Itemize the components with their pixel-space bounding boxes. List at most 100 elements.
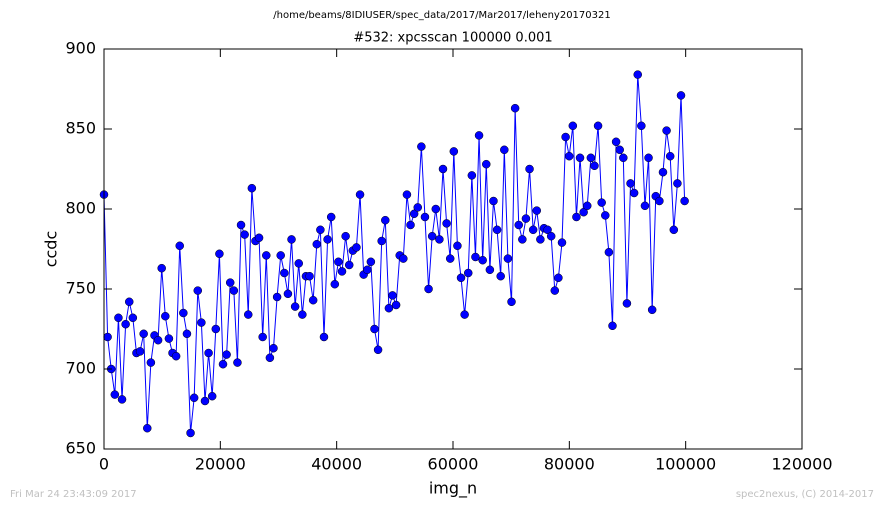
data-point [676,91,686,100]
y-tick-label: 850 [65,119,96,138]
data-point [622,299,632,308]
chart-title: #532: xpcsscan 100000 0.001 [353,31,552,46]
data-point [406,220,415,230]
data-point [543,225,552,235]
data-point [467,171,477,180]
data-point [103,332,112,342]
data-point [633,70,642,79]
data-point [572,212,581,222]
data-point [344,260,354,270]
x-tick-label: 100000 [655,455,716,474]
data-point [409,209,419,219]
data-point [110,390,120,399]
data-point [276,251,285,260]
data-point [449,147,459,156]
data-point [370,324,379,334]
data-point [269,343,278,353]
footer-left: Fri Mar 24 23:43:09 2017 [10,489,137,500]
data-point [536,235,545,244]
data-point [658,167,668,177]
data-point [474,131,484,140]
data-point [601,211,610,220]
data-point [640,201,650,211]
data-point [507,297,516,307]
footer-right: spec2nexus, (C) 2014-2017 [736,489,874,500]
data-point [445,254,455,263]
data-point [114,313,123,323]
data-point [453,241,462,251]
data-point [337,267,347,276]
data-point [575,153,585,163]
data-point [128,313,138,323]
data-point [431,204,441,214]
data-point [391,300,401,310]
data-point [384,303,394,313]
x-axis-label: img_n [429,479,477,499]
data-point [222,350,231,359]
data-point [435,235,444,244]
data-point [207,391,217,401]
data-point [673,179,682,188]
data-point [305,271,314,281]
data-point [554,273,563,283]
data-point [463,268,473,278]
data-point [637,121,646,131]
data-point [377,236,386,246]
data-point [611,137,621,147]
y-tick-label: 700 [65,359,96,378]
data-point [204,348,213,358]
data-point [298,310,307,319]
data-point [218,359,228,369]
data-point [262,251,271,260]
data-point [363,265,372,275]
data-point [330,279,340,289]
data-point [442,219,451,228]
data-point [341,231,350,241]
data-point [388,291,397,300]
data-point [308,295,318,305]
data-point [124,297,134,307]
data-point [121,319,130,329]
data-point [171,351,181,361]
data-point [334,257,343,267]
y-tick-label: 900 [65,39,96,58]
data-point [482,159,491,169]
data-point [626,179,635,188]
suptitle: /home/beams/8IDIUSER/spec_data/2017/Mar2… [273,10,610,21]
data-point [294,259,303,268]
data-point [247,183,257,193]
y-tick-label: 650 [65,439,96,458]
data-point [316,225,325,235]
data-point [233,358,242,367]
data-point [399,254,408,263]
data-point [117,395,127,404]
x-tick-label: 40000 [311,455,362,474]
data-point [319,332,329,342]
data-point [489,196,498,206]
data-point [557,238,567,247]
x-tick-label: 60000 [428,455,479,474]
data-point [500,145,509,155]
data-point [546,231,556,241]
data-point [381,215,390,225]
data-point [352,243,361,252]
data-point [189,393,199,403]
data-point [153,335,163,345]
data-point [485,265,495,275]
data-point [647,305,657,315]
plot-area [99,70,689,438]
data-point [211,324,221,334]
data-point [427,231,437,241]
data-point [312,239,322,249]
data-point [186,428,195,438]
data-point [582,201,592,211]
data-point [460,310,469,319]
data-point [471,252,480,262]
data-point [326,212,336,222]
data-point [593,121,603,131]
data-line [103,74,686,434]
data-point [561,132,570,142]
data-point [597,198,606,207]
